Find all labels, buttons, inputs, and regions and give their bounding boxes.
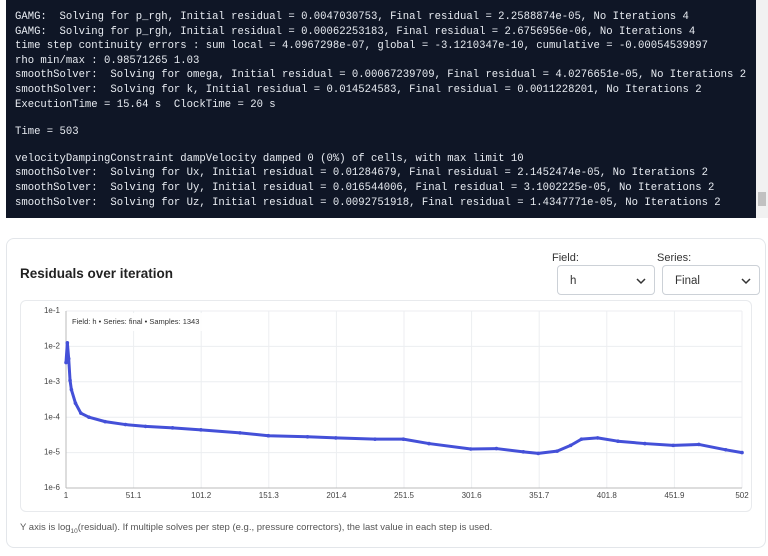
data-point [616,439,620,443]
x-tick-label: 51.1 [126,491,142,500]
data-point [579,437,584,441]
data-point [568,443,573,448]
data-point [266,433,271,438]
x-tick-label: 251.5 [394,491,415,500]
log-line: Time = 503 [15,125,79,138]
note-text: Y axis is log [20,522,71,533]
y-tick-label: 1e-6 [44,483,61,492]
x-tick-label: 201.4 [326,491,347,500]
x-tick-label: 101.2 [191,491,212,500]
series-label: Series: [657,252,692,264]
data-point [143,424,148,429]
note-sub: 10 [70,527,78,535]
chevron [741,278,751,285]
data-point [494,446,499,451]
data-point [69,387,74,392]
data-point [555,449,559,453]
y-tick-label: 1e-5 [44,448,61,457]
data-point [199,428,203,432]
y-tick-label: 1e-2 [44,342,61,351]
data-point [65,341,70,345]
chevron [636,278,646,285]
chart: 1e-6 1e-5 1e-4 1e-3 1e-2 1e-1 1 51.1 101.2 151.3 2… [44,306,749,500]
data-point [740,450,744,455]
log-line: smoothSolver: Solving for Uz, Initial re… [15,196,721,209]
data-point [123,422,128,427]
data-point [87,415,91,419]
terminal-log: GAMG: Solving for p_rgh, Initial residua… [6,0,756,218]
log-block: GAMG: Solving for p_rgh, Initial residua… [15,10,756,112]
data-point [697,442,701,447]
x-tick-label: 351.7 [529,491,550,500]
log-line: smoothSolver: Solving for k, Initial res… [15,83,702,96]
x-tick-label: 301.6 [462,491,483,500]
field-select[interactable]: h [557,265,655,295]
log-line: velocityDampingConstraint dampVelocity d… [15,152,524,165]
footnote: Y axis is log10(residual). If multiple s… [20,522,492,535]
series-value: Final [675,275,700,287]
data-point [68,378,72,383]
x-tick-label: 1 [64,491,69,500]
data-point [373,437,377,441]
data-point [73,401,78,405]
note-text: (residual). If multiple solves per step … [77,522,493,533]
y-tick-label: 1e-1 [44,306,61,315]
x-tick-label: 151.3 [259,491,280,500]
residual-line [64,341,743,455]
log-line: smoothSolver: Solving for Uy, Initial re… [15,181,715,194]
y-tick-label: 1e-3 [44,377,61,386]
data-point [401,437,406,441]
data-point [66,356,71,361]
scrollbar[interactable] [756,0,768,218]
data-point [334,436,338,440]
data-point [536,451,541,456]
data-point [468,447,473,451]
chart-panel [6,238,766,548]
data-point [64,360,68,365]
log-block: velocityDampingConstraint dampVelocity d… [15,152,756,210]
data-point [671,443,675,448]
log-line: rho min/max : 0.98571265 1.03 [15,54,200,67]
log-line: GAMG: Solving for p_rgh, Initial residua… [15,25,696,38]
log-block: Time = 503 [15,125,756,140]
field-value: h [570,275,577,287]
y-tick-label: 1e-4 [44,412,61,421]
data-point [521,450,526,454]
data-point [305,434,310,439]
data-point [427,441,431,446]
scroll-thumb[interactable] [758,192,766,206]
log-line: time step continuity errors : sum local … [15,40,708,53]
annotation-box [68,313,238,331]
data-point [238,431,242,435]
log-line: ExecutionTime = 15.64 s ClockTime = 20 s [15,98,276,111]
log-line: smoothSolver: Solving for Ux, Initial re… [15,167,708,180]
data-point [170,426,175,430]
log-line: smoothSolver: Solving for omega, Initial… [15,69,747,82]
annotation: Field: h • Series: final • Samples: 1343 [72,317,199,326]
series-select[interactable]: Final [662,265,760,295]
x-tick-label: 451.9 [664,491,685,500]
data-point [103,419,107,424]
field-label: Field: [552,252,579,264]
data-point [724,447,728,452]
data-point [79,411,83,415]
data-point [595,436,600,440]
x-tick-label: 502 [735,491,749,500]
chart-title: Residuals over iteration [20,266,174,281]
log-line: GAMG: Solving for p_rgh, Initial residua… [15,11,689,23]
data-point [643,441,647,446]
chart-frame [20,300,752,512]
x-tick-label: 401.8 [597,491,618,500]
